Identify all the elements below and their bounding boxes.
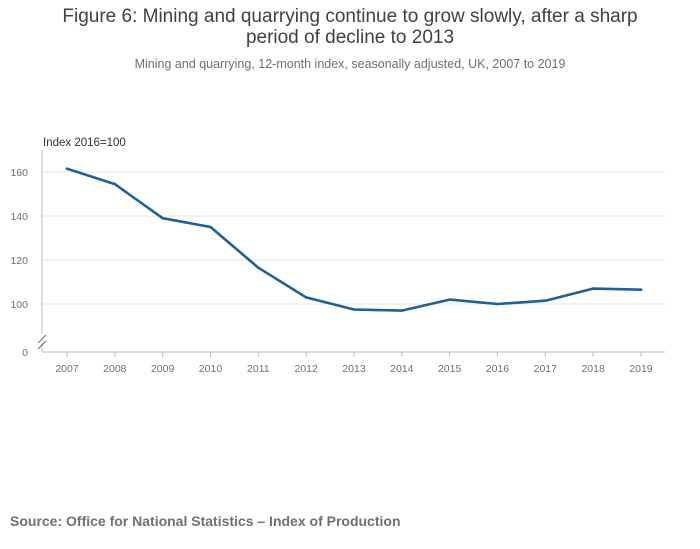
data-point-2009 (161, 216, 164, 220)
y-tick-label-100: 100 (10, 299, 28, 311)
chart-title: Figure 6: Mining and quarrying continue … (62, 6, 638, 48)
x-tick-label-2012: 2012 (294, 363, 318, 375)
y-tick-label-120: 120 (10, 255, 28, 267)
x-tick-label-2007: 2007 (55, 363, 79, 375)
data-point-2007 (65, 167, 69, 170)
data-point-2008 (113, 182, 117, 186)
axis-break-mark-1 (37, 334, 47, 344)
x-tick-label-2013: 2013 (342, 363, 366, 375)
x-tick-label-2015: 2015 (438, 363, 462, 375)
x-tick-label-2018: 2018 (581, 363, 605, 375)
axis-break-mark-2 (37, 340, 47, 350)
data-point-2019 (639, 288, 643, 292)
data-point-2016 (496, 302, 499, 306)
x-tick-label-2016: 2016 (486, 363, 510, 375)
data-point-2014 (400, 309, 404, 312)
y-tick-label-140: 140 (10, 211, 28, 223)
x-tick-label-2011: 2011 (247, 363, 270, 375)
x-tick-label-2014: 2014 (390, 363, 414, 375)
data-point-2013 (352, 308, 356, 311)
series-line-0 (65, 167, 643, 312)
x-tick-label-2009: 2009 (151, 363, 175, 375)
x-tick-label-2017: 2017 (534, 363, 558, 375)
y-axis-label: Index 2016=100 (43, 137, 126, 149)
x-tick-label-2008: 2008 (103, 363, 127, 375)
y-tick-label-160: 160 (10, 167, 28, 179)
x-tick-label-2010: 2010 (199, 363, 223, 375)
data-point-2010 (209, 225, 212, 229)
source-note: Source: Office for National Statistics –… (10, 513, 401, 529)
data-point-2012 (304, 296, 308, 299)
data-point-2015 (448, 298, 451, 301)
y-tick-label-0: 0 (22, 347, 28, 359)
data-point-2011 (257, 266, 260, 270)
data-point-2018 (591, 287, 595, 290)
chart-subtitle: Mining and quarrying, 12-month index, se… (134, 57, 566, 71)
x-tick-label-2019: 2019 (629, 363, 653, 375)
data-point-2017 (544, 299, 547, 303)
